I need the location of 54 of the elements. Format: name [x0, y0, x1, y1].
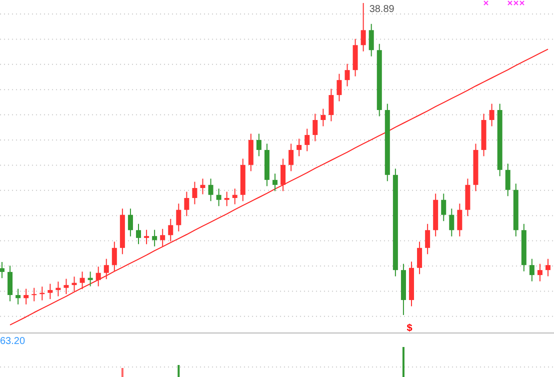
- candlestick: [489, 103, 494, 127]
- candlestick: [336, 73, 342, 102]
- candlestick: [208, 178, 214, 202]
- candlestick: [0, 261, 4, 279]
- text: $: [406, 323, 413, 334]
- candlestick: [64, 278, 69, 295]
- candlestick: [344, 63, 350, 87]
- candlestick: [152, 229, 158, 247]
- candlestick: [136, 223, 141, 245]
- candlestick: [128, 208, 133, 237]
- candlestick: [104, 258, 109, 280]
- candlestick: [32, 287, 37, 302]
- candlestick: [192, 181, 198, 205]
- candlestick: [200, 178, 206, 195]
- candlestick: [144, 229, 150, 245]
- candlestick: [449, 208, 454, 237]
- candlestick: [546, 258, 550, 277]
- candlestick: [328, 88, 334, 122]
- candlestick: [312, 113, 318, 142]
- candlestick: [216, 188, 222, 207]
- candlestick: [360, 2, 366, 52]
- candlestick: [304, 128, 310, 152]
- annotation: 63.20: [0, 336, 26, 347]
- candlestick: [80, 271, 85, 290]
- candlestick: [280, 158, 286, 192]
- candlestick: [48, 283, 53, 300]
- candlestick: [56, 281, 61, 297]
- candlestick: [425, 223, 430, 255]
- candlestick: [256, 133, 262, 157]
- candlestick: [505, 163, 510, 197]
- candlestick: [160, 228, 166, 247]
- candlestick: [417, 241, 422, 275]
- candlestick: [457, 203, 462, 237]
- candlestick: [8, 265, 13, 302]
- candlestick: [529, 258, 534, 282]
- candlestick: [168, 218, 174, 242]
- candlestick: [537, 263, 542, 282]
- candlestick: [176, 203, 182, 232]
- candlestick: [24, 288, 29, 305]
- candlestick: [96, 266, 101, 287]
- candlestick: [288, 143, 294, 172]
- candlestick: [368, 23, 374, 57]
- candlestick: [272, 173, 278, 192]
- candlestick: [232, 188, 238, 205]
- annotation: 38.89: [369, 4, 395, 15]
- candlestick: [441, 193, 446, 222]
- candlestick: [184, 191, 190, 217]
- candlestick: [16, 288, 21, 305]
- candlestick: [224, 191, 230, 207]
- candlestick: [296, 138, 302, 157]
- candlestick: [88, 271, 93, 287]
- candlestick: [112, 241, 117, 272]
- candlestick: [320, 108, 326, 127]
- candlestick: [72, 276, 77, 292]
